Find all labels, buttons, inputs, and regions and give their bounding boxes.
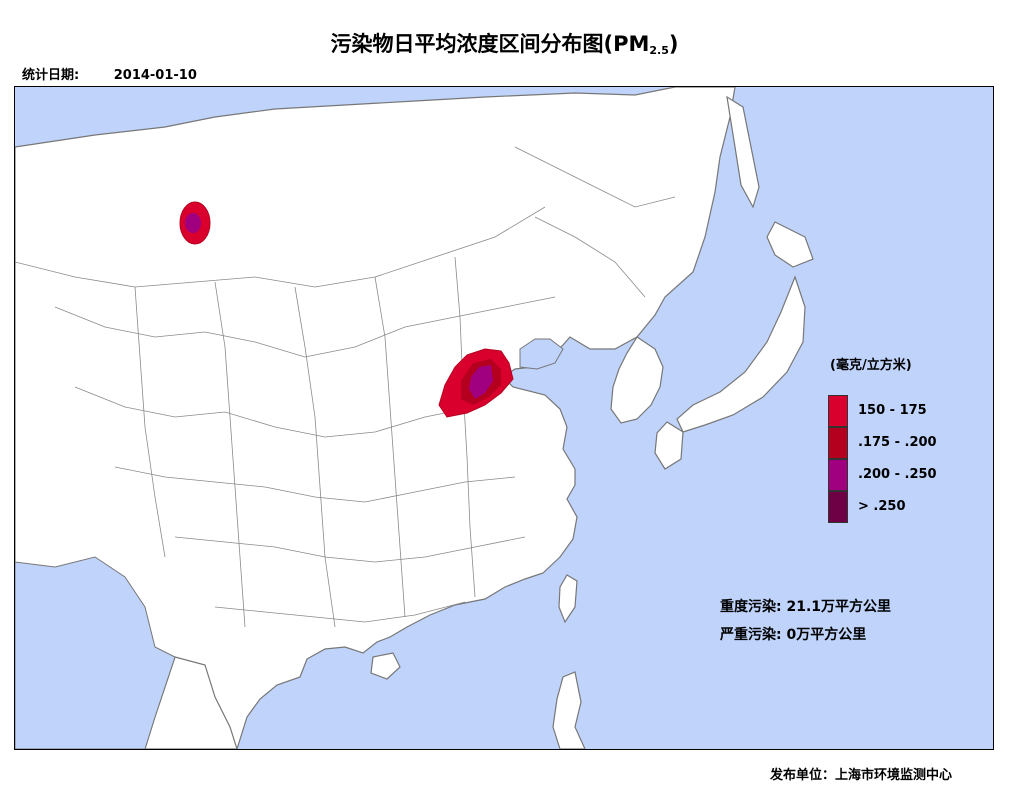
bohai-sea: [519, 338, 564, 370]
legend-swatch: [828, 459, 848, 491]
legend-item: .175 - .200: [828, 427, 937, 459]
stat-date-value: 2014-01-10: [113, 68, 197, 83]
legend-unit: (毫克/立方米): [830, 358, 912, 373]
pollution-stats: 重度污染: 21.1万平方公里 严重污染: 0万平方公里: [720, 596, 891, 652]
stat-date-label: 统计日期:: [22, 68, 80, 83]
map-title-close: ): [668, 32, 679, 56]
legend-swatch: [828, 395, 848, 427]
map-canvas: [15, 87, 993, 749]
legend-item: > .250: [828, 491, 912, 523]
pollution-zone-northwest: [179, 201, 211, 245]
map-title: 污染物日平均浓度区间分布图(PM2.5): [0, 28, 1009, 58]
pollution-zone-north-china: [438, 348, 514, 418]
legend-label: > .250: [858, 499, 906, 514]
publisher: 发布单位：上海市环境监测中心: [770, 768, 953, 783]
sakhalin: [726, 95, 760, 209]
legend-swatch: [828, 427, 848, 459]
mainland-asia: [15, 87, 736, 749]
legend: (毫克/立方米) 150 - 175 .175 - .200 .200 - .2…: [828, 354, 937, 523]
legend-item: .200 - .250: [828, 459, 937, 491]
taiwan: [558, 574, 578, 624]
legend-label: .200 - .250: [858, 467, 937, 482]
bay-of-bengal: [15, 556, 176, 749]
province-borders: [15, 146, 676, 628]
korea-peninsula: [610, 336, 664, 424]
japan-hokkaido: [766, 221, 814, 268]
hainan: [370, 652, 401, 680]
legend-label: 150 - 175: [858, 403, 927, 418]
japan-kyushu: [654, 421, 684, 470]
legend-label: .175 - .200: [858, 435, 937, 450]
philippines: [552, 671, 586, 749]
stat-severe-pollution: 严重污染: 0万平方公里: [720, 627, 867, 643]
legend-swatch: [828, 491, 848, 523]
map-title-main: 污染物日平均浓度区间分布图(PM: [330, 32, 650, 56]
stat-date-row: 统计日期: 2014-01-10: [22, 64, 197, 83]
stat-heavy-pollution: 重度污染: 21.1万平方公里: [720, 599, 892, 615]
legend-item: 150 - 175: [828, 395, 927, 427]
map-title-subscript: 2.5: [649, 44, 669, 57]
